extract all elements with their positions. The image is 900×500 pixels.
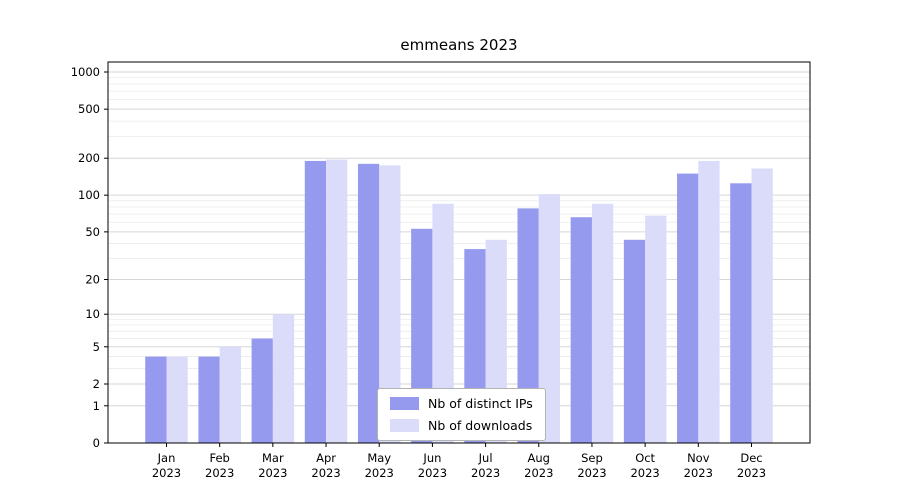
- bar-distinct-ips-aug: [517, 208, 539, 443]
- bar-distinct-ips-feb: [198, 356, 220, 443]
- bar-distinct-ips-apr: [304, 160, 327, 444]
- bar-downloads-dec: [751, 168, 773, 443]
- x-tick-label-year: 2023: [152, 466, 181, 480]
- x-tick-label-month: Apr: [316, 451, 336, 465]
- y-tick-label: 20: [85, 273, 100, 287]
- y-tick-label: 2: [93, 377, 100, 391]
- y-tick-label: 5: [93, 340, 100, 354]
- x-tick-label-month: Feb: [209, 451, 229, 465]
- x-tick-label-month: Oct: [635, 451, 655, 465]
- bar-distinct-ips-mar: [251, 338, 273, 443]
- x-tick-label-month: May: [367, 451, 391, 465]
- bar-downloads-jan: [166, 356, 188, 443]
- x-tick-label-year: 2023: [630, 466, 659, 480]
- bar-distinct-ips-sep: [570, 217, 592, 443]
- y-tick-label: 0: [93, 436, 100, 450]
- legend-swatch-downloads: [390, 419, 419, 432]
- x-tick-label-month: Aug: [528, 451, 550, 465]
- x-tick-label-month: Sep: [581, 451, 603, 465]
- x-tick-label-year: 2023: [365, 466, 394, 480]
- legend-item-distinct-ips: Nb of distinct IPs: [390, 396, 533, 411]
- bar-distinct-ips-nov: [677, 173, 699, 443]
- y-tick-label: 500: [78, 102, 100, 116]
- y-tick-label: 1: [93, 399, 100, 413]
- x-tick-label-month: Mar: [262, 451, 284, 465]
- bar-downloads-aug: [538, 194, 561, 443]
- bar-downloads-nov: [698, 160, 720, 444]
- legend-item-downloads: Nb of downloads: [390, 418, 533, 433]
- bar-distinct-ips-oct: [623, 239, 646, 443]
- x-tick-label-year: 2023: [311, 466, 340, 480]
- legend-label-distinct-ips: Nb of distinct IPs: [428, 396, 533, 411]
- bar-distinct-ips-jan: [145, 356, 167, 443]
- legend: Nb of distinct IPs Nb of downloads: [377, 388, 546, 441]
- x-tick-label-month: Jun: [422, 451, 441, 465]
- bar-downloads-oct: [645, 215, 667, 443]
- bar-downloads-feb: [219, 346, 241, 443]
- x-tick-label-month: Nov: [687, 451, 710, 465]
- x-tick-label-year: 2023: [684, 466, 713, 480]
- x-tick-label-year: 2023: [737, 466, 766, 480]
- x-tick-label-month: Dec: [740, 451, 762, 465]
- bar-downloads-mar: [272, 314, 295, 443]
- x-tick-label-year: 2023: [258, 466, 287, 480]
- y-tick-label: 1000: [71, 65, 100, 79]
- legend-swatch-distinct-ips: [390, 397, 419, 410]
- x-tick-label-year: 2023: [205, 466, 234, 480]
- bar-downloads-may: [379, 165, 401, 444]
- y-tick-label: 50: [85, 225, 100, 239]
- x-tick-label-year: 2023: [524, 466, 553, 480]
- y-tick-label: 10: [85, 307, 100, 321]
- bar-downloads-sep: [591, 203, 614, 443]
- x-tick-label-month: Jul: [478, 451, 493, 465]
- x-tick-label-year: 2023: [418, 466, 447, 480]
- bar-distinct-ips-dec: [730, 183, 752, 443]
- y-tick-label: 100: [78, 188, 100, 202]
- bar-distinct-ips-may: [357, 163, 380, 443]
- x-tick-label-year: 2023: [471, 466, 500, 480]
- plot-frame: [107, 61, 811, 444]
- x-tick-label-year: 2023: [577, 466, 606, 480]
- y-tick-label: 200: [78, 151, 100, 165]
- chart-title: emmeans 2023: [400, 36, 518, 54]
- x-tick-label-month: Jan: [157, 451, 176, 465]
- legend-label-downloads: Nb of downloads: [428, 418, 533, 433]
- bar-downloads-apr: [326, 159, 348, 443]
- bar-downloads-jun: [432, 203, 454, 443]
